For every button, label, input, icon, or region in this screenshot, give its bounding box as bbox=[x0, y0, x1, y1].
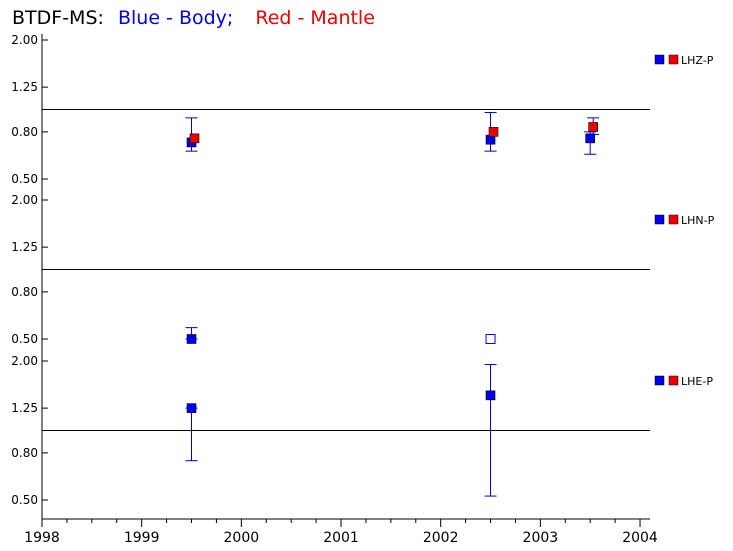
body-point bbox=[186, 403, 197, 413]
body-point bbox=[485, 390, 496, 401]
y-tick-label: 1.25 bbox=[11, 80, 38, 94]
x-tick-label: 2000 bbox=[224, 530, 260, 546]
legend-label: LHN-P bbox=[681, 214, 715, 227]
y-tick-label: 2.00 bbox=[11, 193, 38, 207]
x-tick-label: 2003 bbox=[523, 530, 559, 546]
title-prefix: BTDF-MS: bbox=[12, 7, 104, 29]
y-tick-label: 0.80 bbox=[11, 446, 38, 460]
mantle-point bbox=[588, 122, 598, 132]
legend-body-swatch bbox=[654, 54, 665, 65]
chart-title: BTDF-MS: Blue - Body; Red - Mantle bbox=[12, 7, 375, 29]
legend-mantle-swatch bbox=[668, 54, 679, 65]
legend-body-swatch bbox=[654, 375, 665, 386]
x-tick-label: 1999 bbox=[124, 530, 160, 546]
mantle-point bbox=[488, 127, 499, 137]
legend-label: LHE-P bbox=[681, 375, 713, 388]
x-tick-label: 2004 bbox=[622, 530, 658, 546]
x-tick-label: 2002 bbox=[423, 530, 459, 546]
mantle-point bbox=[189, 133, 200, 144]
legend-label: LHZ-P bbox=[681, 54, 714, 67]
body-point bbox=[485, 334, 496, 344]
x-tick-label: 1998 bbox=[24, 530, 60, 546]
body-point bbox=[585, 133, 595, 144]
title-red: Red - Mantle bbox=[255, 7, 375, 29]
y-tick-label: 0.50 bbox=[11, 493, 38, 507]
plot-area: 1998 1999 2000 2001 2002 2003 2004 2.00 1.25 0.80… bbox=[11, 33, 714, 546]
title-blue: Blue - Body; bbox=[118, 7, 233, 29]
y-tick-label: 0.50 bbox=[11, 172, 38, 186]
y-tick-label: 0.50 bbox=[11, 332, 38, 346]
x-tick-label: 2001 bbox=[323, 530, 359, 546]
y-tick-label: 0.80 bbox=[11, 125, 38, 139]
body-point bbox=[186, 334, 197, 344]
legend-mantle-swatch bbox=[668, 375, 679, 386]
y-tick-label: 2.00 bbox=[11, 33, 38, 47]
y-tick-label: 1.25 bbox=[11, 401, 38, 415]
legend-mantle-swatch bbox=[668, 214, 679, 225]
y-tick-label: 0.80 bbox=[11, 285, 38, 299]
legend-body-swatch bbox=[654, 214, 665, 225]
y-tick-label: 1.25 bbox=[11, 240, 38, 254]
y-tick-label: 2.00 bbox=[11, 354, 38, 368]
